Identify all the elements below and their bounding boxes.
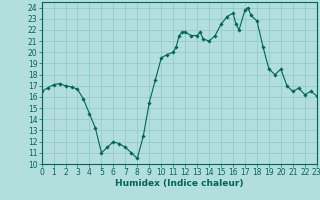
X-axis label: Humidex (Indice chaleur): Humidex (Indice chaleur) <box>115 179 244 188</box>
